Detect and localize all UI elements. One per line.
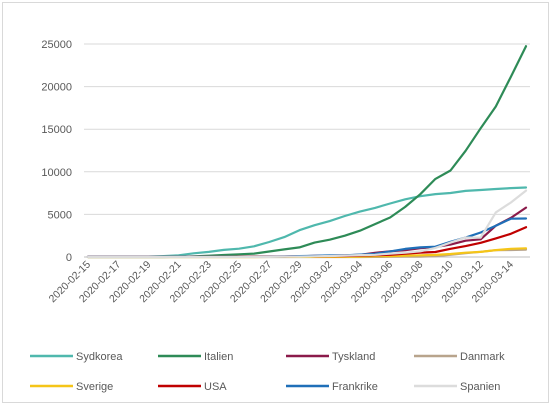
y-tick-label: 15000 bbox=[41, 124, 72, 136]
gridlines bbox=[84, 43, 530, 258]
legend-label-italien: Italien bbox=[204, 351, 233, 363]
y-tick-label: 5000 bbox=[48, 209, 72, 221]
legend-label-frankrike: Frankrike bbox=[332, 381, 378, 393]
x-axis: 2020-02-152020-02-172020-02-192020-02-21… bbox=[47, 259, 516, 306]
legend: Sydkorea Italien Tyskland Danmark Sverige USA… bbox=[30, 351, 505, 393]
legend-label-sverige: Sverige bbox=[76, 381, 113, 393]
series-line-italien bbox=[86, 45, 528, 259]
legend-label-usa: USA bbox=[204, 381, 227, 393]
y-tick-label: 0 bbox=[66, 252, 72, 264]
y-axis: 0 5000 10000 15000 20000 25000 bbox=[41, 39, 72, 264]
line-chart: 0 5000 10000 15000 20000 25000 2020-02-152020… bbox=[30, 39, 530, 393]
series-line-spanien bbox=[86, 189, 528, 259]
legend-label-sydkorea: Sydkorea bbox=[76, 351, 123, 363]
y-tick-label: 20000 bbox=[41, 82, 72, 94]
legend-label-danmark: Danmark bbox=[460, 351, 505, 363]
series-line-frankrike bbox=[86, 217, 528, 258]
y-tick-label: 10000 bbox=[41, 167, 72, 179]
series-line-tyskland bbox=[86, 206, 528, 258]
legend-label-tyskland: Tyskland bbox=[332, 351, 375, 363]
y-tick-label: 25000 bbox=[41, 39, 72, 51]
chart-frame: 0 5000 10000 15000 20000 25000 2020-02-15 2020… bbox=[2, 2, 549, 403]
series-lines bbox=[86, 45, 528, 259]
legend-label-spanien: Spanien bbox=[460, 381, 500, 393]
